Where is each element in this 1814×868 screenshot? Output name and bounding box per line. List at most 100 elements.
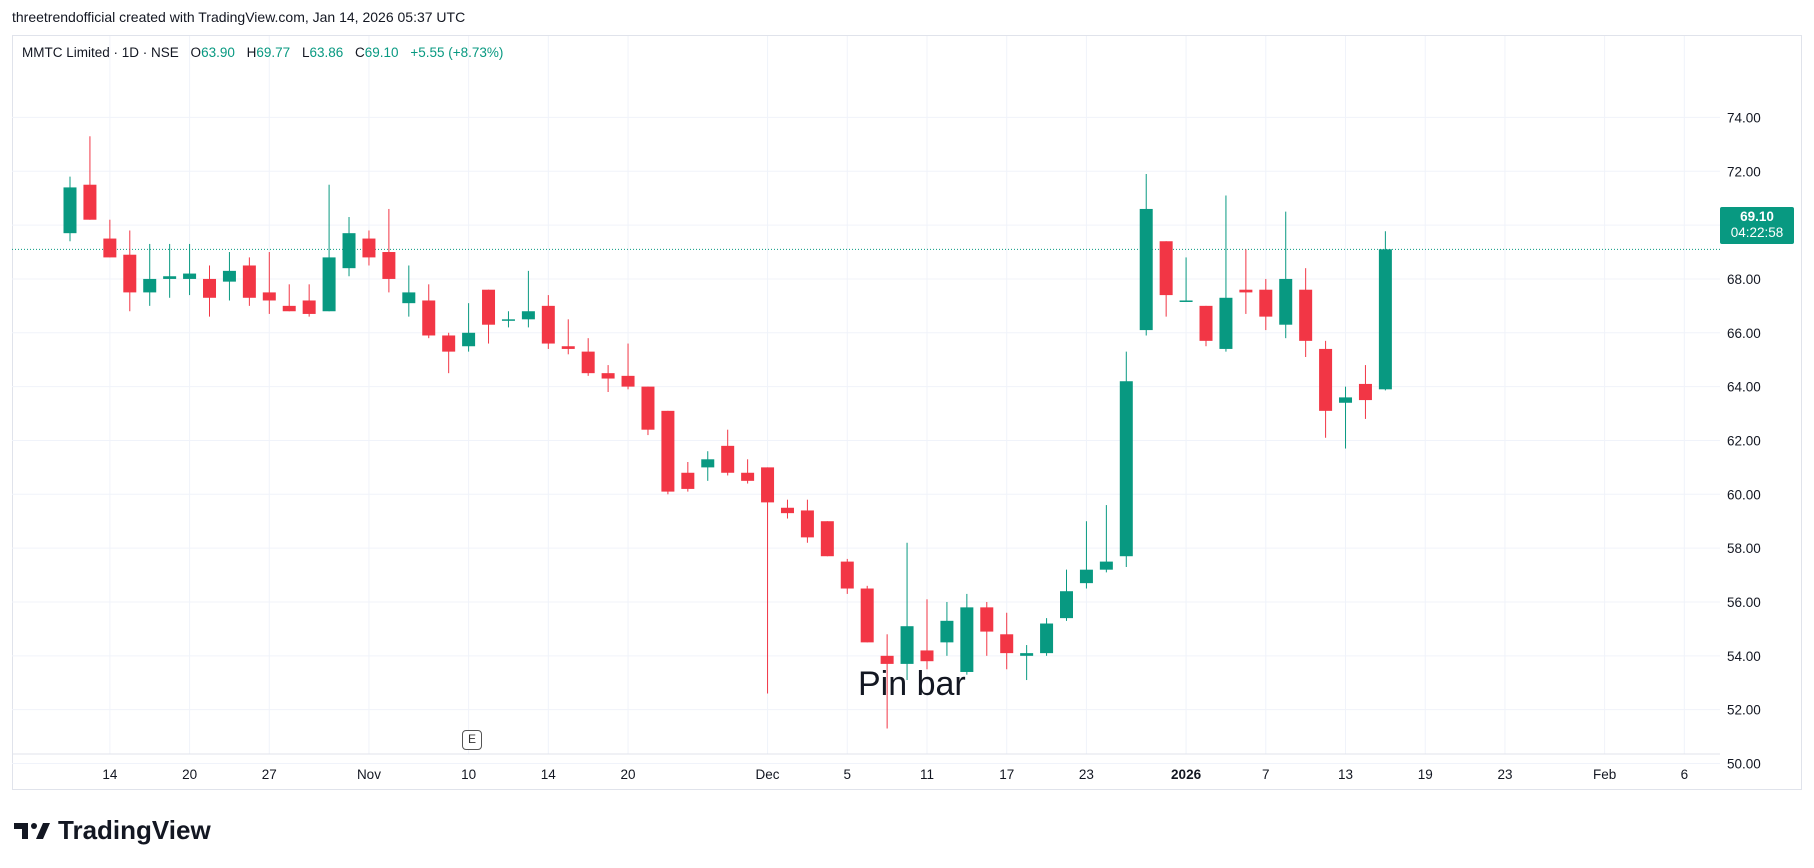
candle-body [63,187,77,234]
candle-body [641,386,655,430]
candle-body [980,607,994,632]
candle-body [163,276,177,279]
candle-body [541,305,555,344]
candle-body [561,346,575,349]
candle-body [362,238,376,258]
tradingview-wordmark: TradingView [58,815,211,845]
candle-body [681,472,695,489]
candle-body [800,510,814,538]
candle-body [222,270,236,282]
candle-body [1299,289,1313,341]
x-tick-label: 23 [1079,767,1094,782]
candle-body [322,257,336,312]
candle-body [203,278,217,298]
last-price-tag: 69.10 04:22:58 [1720,207,1794,244]
candle-body [581,351,595,374]
tradingview-logo-icon [14,822,50,839]
candle-body [1319,348,1333,411]
candle-body [621,375,635,387]
candle-body [880,655,894,664]
y-tick-label: 68.00 [1727,272,1761,287]
candle-body [780,507,794,514]
tradingview-logo[interactable]: TradingView [14,815,211,846]
x-tick-label: 13 [1338,767,1353,782]
candle-body [1000,634,1014,654]
candle-body [123,254,137,293]
candle-body [242,265,256,298]
y-tick-label: 64.00 [1727,380,1761,395]
candle-body [521,311,535,320]
candle-body [741,472,755,481]
candle-body [402,292,416,304]
low-label: L [301,45,310,60]
change-value: +5.55 (+8.73%) [410,45,504,60]
open-label: O [190,45,202,60]
candle-body [920,650,934,662]
candle-body [462,332,476,347]
x-tick-label: 27 [262,767,277,782]
earnings-badge[interactable]: E [462,730,482,750]
candle-body [1060,591,1073,619]
candle-body [1119,381,1133,557]
x-tick-label: 11 [920,767,934,782]
attribution-text: threetrendofficial created with TradingV… [12,9,466,25]
candle-body [1259,289,1273,317]
x-tick-label: 17 [999,767,1014,782]
candle-body [183,273,197,279]
low-value: 63.86 [309,45,344,60]
candle-body [820,521,834,557]
candle-body [143,278,157,293]
chart-frame [12,35,1802,790]
candle-body [1099,561,1113,570]
candle-body [1179,300,1193,302]
candle-body [1219,297,1233,349]
close-label: C [355,45,365,60]
last-price: 69.10 [1740,209,1774,224]
x-tick-label: 19 [1418,767,1433,782]
x-tick-label: 14 [102,767,118,782]
candle-body [103,238,117,258]
y-tick-label: 60.00 [1727,487,1761,502]
pin-bar-annotation[interactable]: Pin bar [858,665,966,703]
y-tick-label: 50.00 [1727,757,1761,772]
y-tick-label: 52.00 [1727,703,1761,718]
x-tick-label: 10 [461,767,476,782]
candle-body [1040,623,1054,654]
candle-body [960,607,974,672]
y-tick-label: 72.00 [1727,164,1761,179]
close-value: 69.10 [364,45,399,60]
candle-body [1358,383,1372,401]
candle-body [721,445,735,473]
candle-body [282,305,296,312]
candle-body [482,289,496,325]
candle-body [940,620,954,643]
y-tick-label: 56.00 [1727,595,1761,610]
candle-body [701,459,715,468]
y-tick-label: 54.00 [1727,649,1761,664]
x-tick-label: 23 [1497,767,1512,782]
candle-body [900,626,914,664]
x-tick-label: Dec [756,767,780,782]
bar-countdown: 04:22:58 [1730,225,1784,240]
candle-body [1239,289,1253,293]
candle-body [840,561,854,589]
x-tick-label: 2026 [1171,767,1202,782]
symbol-legend: MMTC Limited · 1D · NSE O63.90 H69.77 L6… [22,45,503,60]
candle-body [1020,653,1034,656]
high-label: H [246,45,257,60]
y-tick-label: 74.00 [1727,110,1761,125]
candle-body [342,233,356,269]
candle-body [422,300,436,336]
candle-body [1339,397,1353,403]
candle-body [1378,249,1392,390]
x-tick-label: 6 [1681,767,1689,782]
x-tick-label: 7 [1262,767,1270,782]
candle-body [1199,305,1213,341]
candle-body [661,410,675,492]
x-tick-label: Feb [1593,767,1616,782]
candle-body [442,335,456,352]
candle-body [1139,208,1153,331]
open-value: 63.90 [201,45,235,60]
symbol-name[interactable]: MMTC Limited · 1D · NSE [22,45,179,60]
